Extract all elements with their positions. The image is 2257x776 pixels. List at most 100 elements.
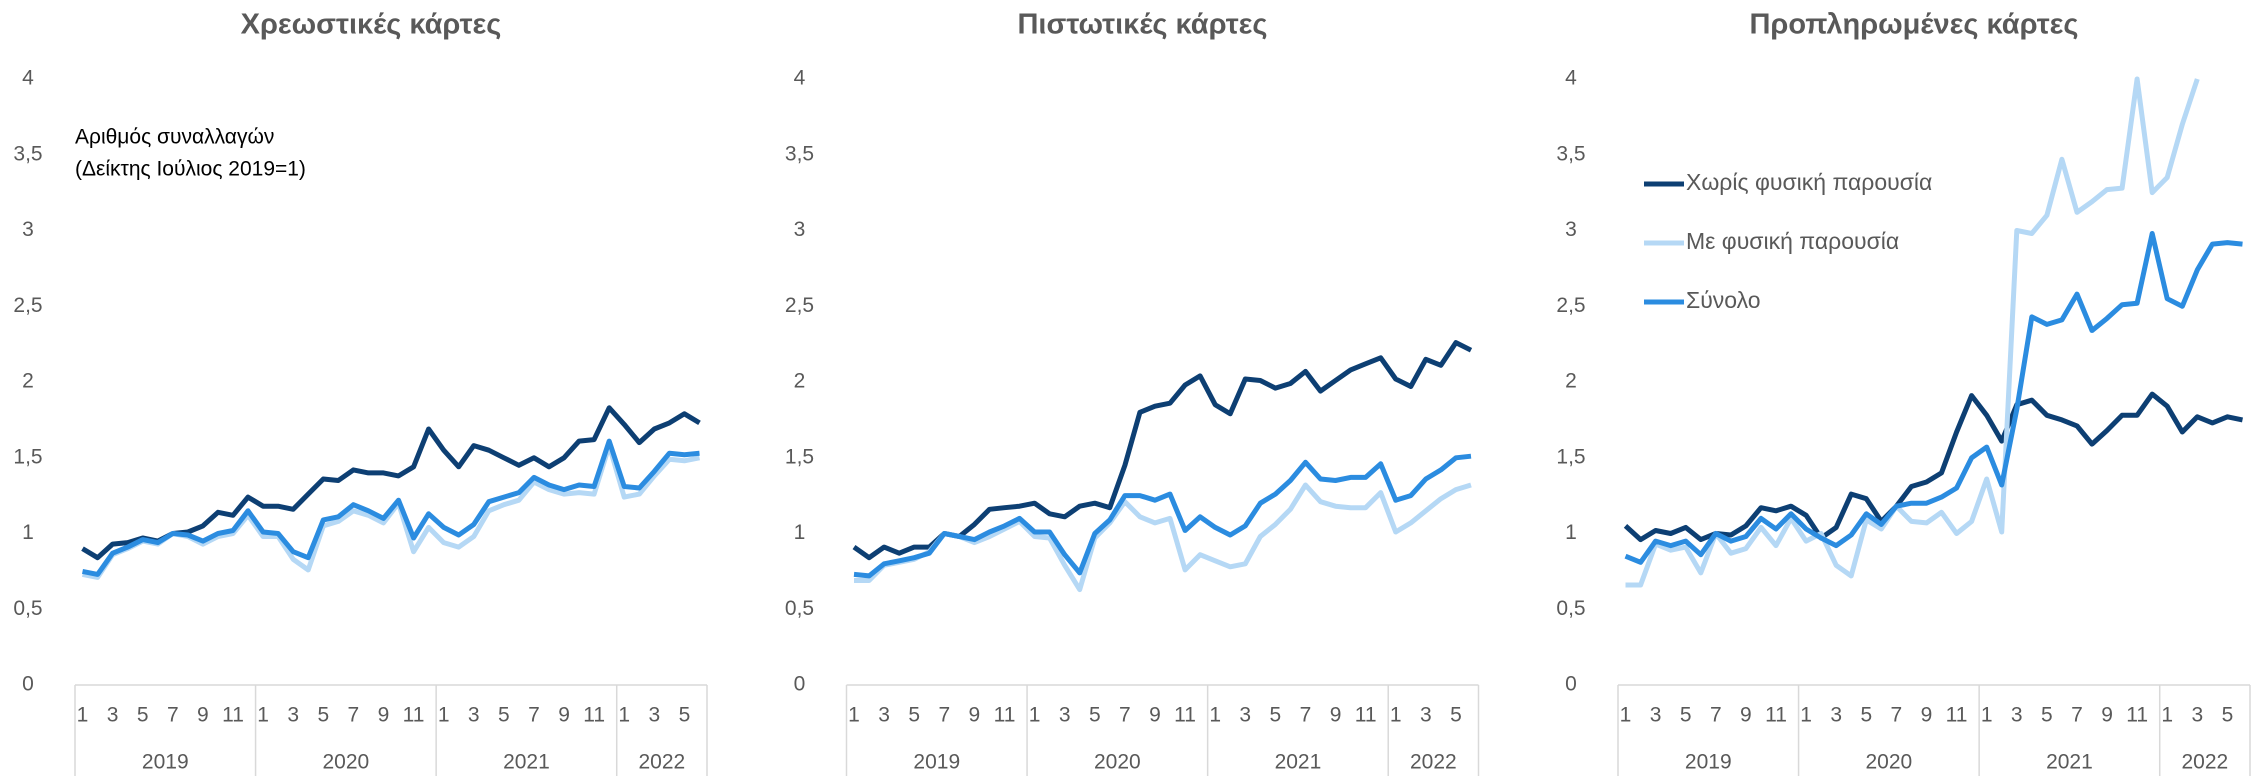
x-tick-label: 1: [257, 704, 269, 727]
x-tick-label: 3: [1059, 704, 1071, 727]
x-tick-label: 1: [1029, 704, 1041, 727]
annotation: (Δείκτης Ιούλιος 2019=1): [75, 158, 306, 181]
y-tick-label: 2: [22, 370, 34, 393]
line-series: [1624, 231, 2243, 565]
x-tick-label: 9: [969, 704, 981, 727]
x-tick-label: 9: [1149, 704, 1161, 727]
y-tick-label: 3: [794, 218, 806, 241]
x-group-label: 2019: [913, 751, 960, 774]
x-tick-label: 3: [107, 704, 119, 727]
x-tick-label: 3: [1239, 704, 1251, 727]
x-tick-label: 11: [403, 704, 425, 727]
x-tick-label: 9: [2101, 704, 2113, 727]
x-tick-label: 3: [878, 704, 890, 727]
y-tick-label: 0,5: [13, 597, 42, 620]
x-tick-label: 5: [679, 704, 691, 727]
y-tick-label: 2,5: [1556, 294, 1585, 317]
y-tick-label: 4: [794, 67, 806, 90]
x-tick-label: 7: [167, 704, 179, 727]
y-tick-label: 1: [1565, 521, 1577, 544]
y-tick-label: 3,5: [1556, 142, 1585, 165]
line-series: [853, 453, 1472, 579]
line-series: [1625, 76, 2200, 588]
y-tick-label: 3,5: [13, 142, 42, 165]
x-tick-label: 3: [2191, 704, 2203, 727]
y-tick-label: 2: [794, 370, 806, 393]
y-tick-label: 2: [1565, 370, 1577, 393]
y-tick-label: 1,5: [13, 445, 42, 468]
x-group-label: 2020: [1094, 751, 1141, 774]
x-tick-label: 5: [1680, 704, 1692, 727]
x-tick-label: 5: [1860, 704, 1872, 727]
x-group-label: 2022: [1410, 751, 1457, 774]
y-tick-label: 3,5: [785, 142, 814, 165]
line-series: [1623, 391, 2244, 543]
x-tick-label: 3: [468, 704, 480, 727]
x-tick-label: 3: [1420, 704, 1432, 727]
x-group-label: 2019: [1685, 751, 1732, 774]
x-tick-label: 7: [1710, 704, 1722, 727]
x-tick-label: 7: [1300, 704, 1312, 727]
x-tick-label: 7: [2071, 704, 2083, 727]
x-tick-label: 5: [498, 704, 510, 727]
x-tick-label: 1: [1209, 704, 1221, 727]
x-tick-label: 11: [2126, 704, 2148, 727]
y-tick-label: 2,5: [13, 294, 42, 317]
y-tick-label: 3: [1565, 218, 1577, 241]
x-tick-label: 1: [1620, 704, 1632, 727]
chart-title: Πιστωτικές κάρτες: [1017, 9, 1267, 41]
x-tick-label: 5: [1089, 704, 1101, 727]
x-tick-label: 11: [1765, 704, 1787, 727]
x-tick-label: 9: [378, 704, 390, 727]
x-group-label: 2019: [142, 751, 189, 774]
y-tick-label: 1,5: [1556, 445, 1585, 468]
x-tick-label: 1: [848, 704, 860, 727]
x-tick-label: 1: [2161, 704, 2173, 727]
x-tick-label: 5: [317, 704, 329, 727]
y-tick-label: 3: [22, 218, 34, 241]
x-tick-label: 5: [2041, 704, 2053, 727]
x-tick-label: 7: [1119, 704, 1131, 727]
x-tick-label: 1: [1390, 704, 1402, 727]
x-tick-label: 1: [1800, 704, 1812, 727]
x-tick-label: 9: [558, 704, 570, 727]
legend-label: Σύνολο: [1686, 287, 1761, 313]
x-group-label: 2022: [2181, 751, 2228, 774]
x-tick-label: 11: [222, 704, 244, 727]
line-series: [854, 482, 1472, 593]
y-tick-label: 1,5: [785, 445, 814, 468]
x-group-label: 2021: [503, 751, 550, 774]
x-group-label: 2020: [1865, 751, 1912, 774]
x-tick-label: 5: [2222, 704, 2234, 727]
chart-title: Χρεωστικές κάρτες: [241, 9, 502, 41]
chart-title: Προπληρωμένες κάρτες: [1749, 9, 2078, 41]
x-tick-label: 1: [618, 704, 630, 727]
x-tick-label: 7: [348, 704, 360, 727]
x-tick-label: 7: [938, 704, 950, 727]
x-tick-label: 3: [648, 704, 660, 727]
y-tick-label: 0: [794, 673, 806, 696]
y-tick-label: 1: [22, 521, 34, 544]
x-tick-label: 3: [287, 704, 299, 727]
annotation: Αριθμός συναλλαγών: [75, 126, 274, 149]
x-tick-label: 7: [1891, 704, 1903, 727]
x-tick-label: 3: [2011, 704, 2023, 727]
x-tick-label: 11: [583, 704, 605, 727]
x-tick-label: 1: [77, 704, 89, 727]
y-tick-label: 0: [22, 673, 34, 696]
legend-label: Με φυσική παρουσία: [1686, 228, 1899, 254]
x-tick-label: 1: [1981, 704, 1993, 727]
x-tick-label: 7: [528, 704, 540, 727]
line-series: [852, 340, 1473, 561]
x-tick-label: 1: [438, 704, 450, 727]
y-tick-label: 1: [794, 521, 806, 544]
y-tick-label: 0,5: [785, 597, 814, 620]
legend-label: Χωρίς φυσική παρουσία: [1686, 169, 1932, 195]
x-tick-label: 11: [1174, 704, 1196, 727]
x-group-label: 2021: [2046, 751, 2093, 774]
y-tick-label: 4: [1565, 67, 1577, 90]
